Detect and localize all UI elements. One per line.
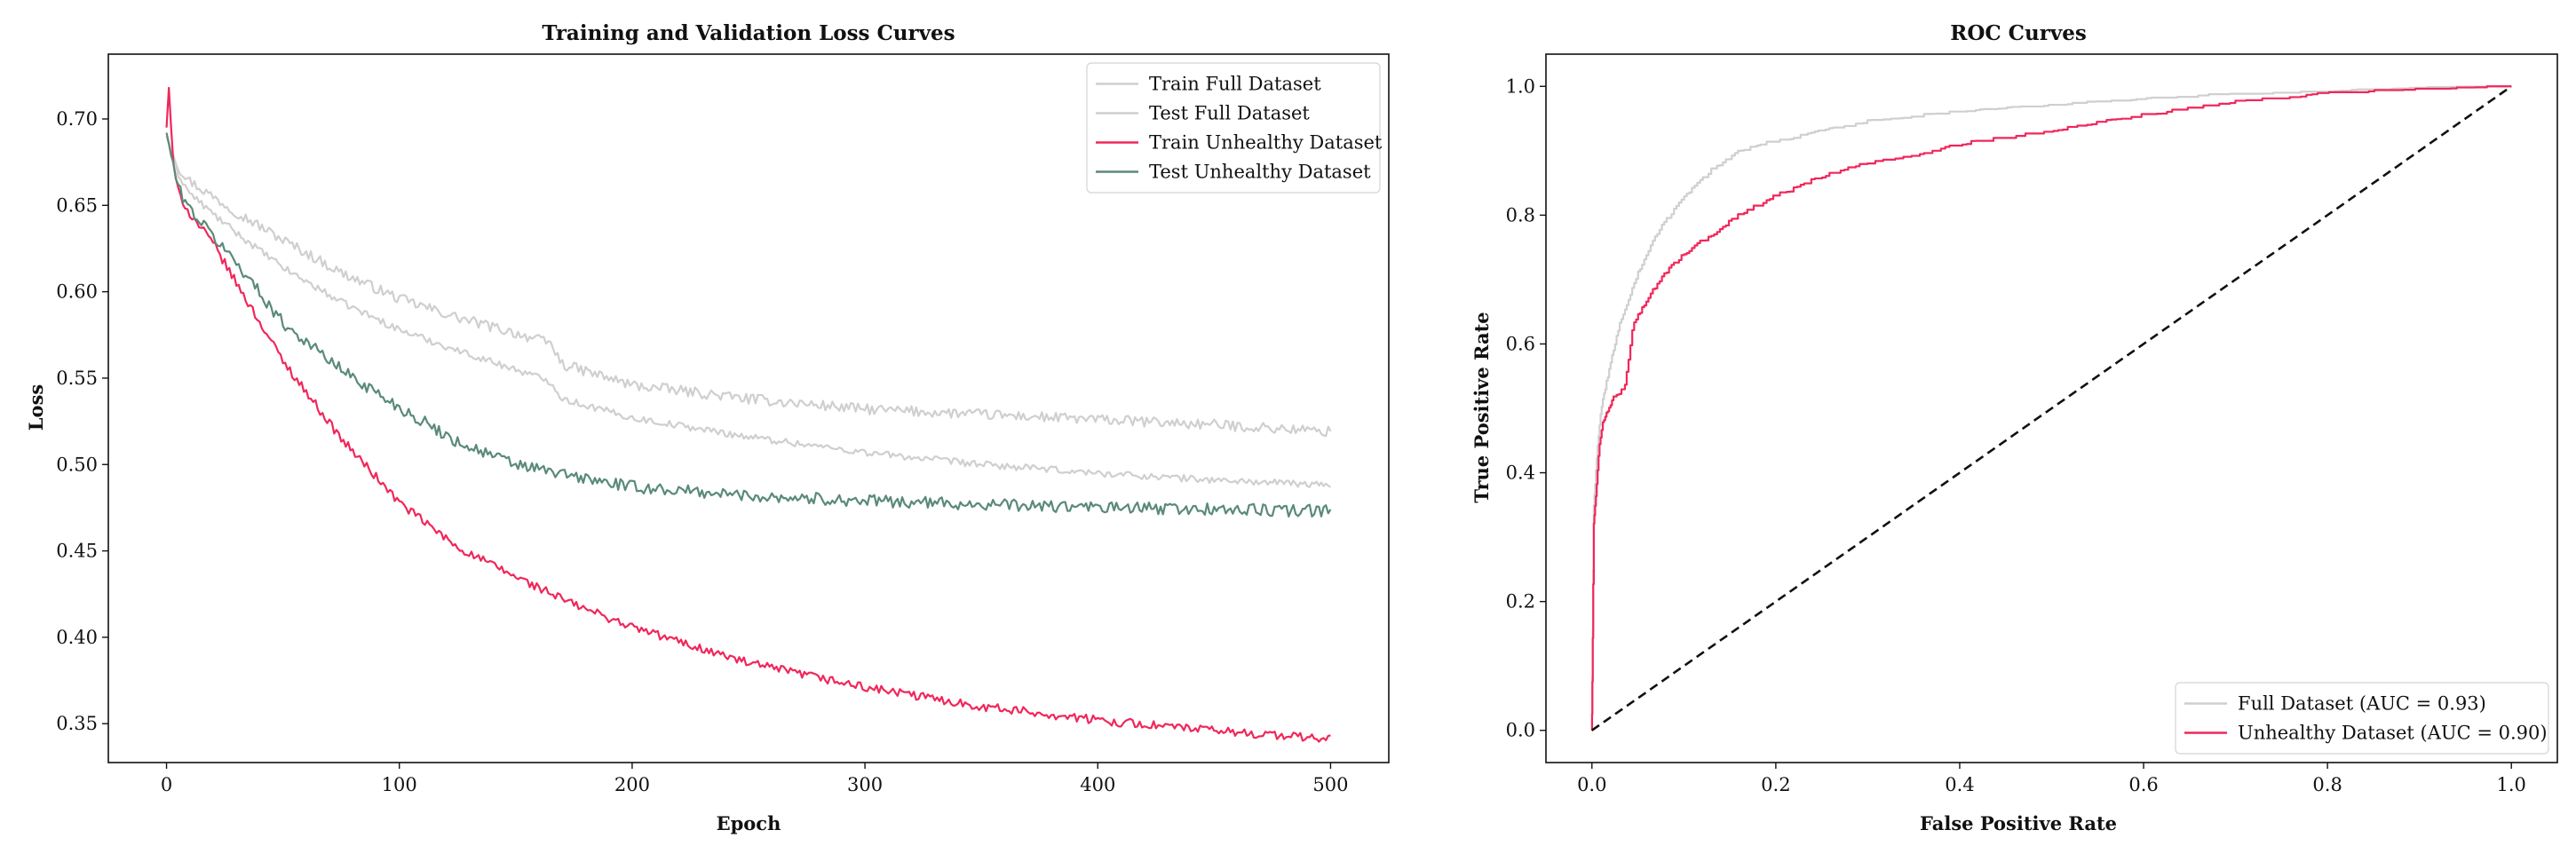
loss-ytick-label: 0.45 [56, 541, 98, 562]
loss-chart: Training and Validation Loss Curves Epoc… [25, 21, 1390, 834]
loss-chart-frame [107, 53, 1390, 763]
roc-legend-box [2175, 682, 2549, 755]
loss-xtick-label: 200 [614, 774, 650, 795]
roc-xtick-label: 0.6 [2128, 774, 2158, 795]
loss-chart-legend: Train Full Dataset Test Full Dataset Train… [1086, 62, 1383, 194]
loss-series-line [165, 132, 1332, 518]
loss-chart-ticks: 0 100 200 300 400 500 0.35 0.40 0.45 0.50 0.55 0.60… [56, 108, 1348, 795]
loss-series-line [165, 86, 1331, 743]
roc-ytick-label: 0.2 [1506, 591, 1535, 613]
loss-chart-xlabel: Epoch [717, 812, 781, 834]
loss-xtick-label: 300 [847, 774, 883, 795]
roc-series-line [1590, 85, 2512, 731]
roc-chart-ticks: 0.0 0.2 0.4 0.6 0.8 1.0 0.0 0.2 0.4 0.6 0.8 1.0 [1506, 75, 2526, 795]
roc-series-line [1591, 85, 2512, 731]
roc-chart-title: ROC Curves [1950, 21, 2087, 45]
loss-ytick-label: 0.35 [56, 713, 98, 734]
loss-series-line [165, 136, 1331, 488]
loss-xtick-label: 0 [161, 774, 172, 795]
loss-chart-series-layer [165, 86, 1332, 743]
roc-xtick-label: 1.0 [2497, 774, 2526, 795]
loss-ytick-label: 0.65 [56, 194, 98, 216]
roc-chart-series-layer [1590, 85, 2512, 731]
loss-ytick-label: 0.50 [56, 454, 98, 475]
loss-chart-title: Training and Validation Loss Curves [542, 21, 955, 45]
loss-legend-box [1086, 62, 1381, 194]
loss-legend-label: Test Unhealthy Dataset [1149, 162, 1371, 183]
loss-ytick-label: 0.40 [56, 627, 98, 648]
roc-xtick-label: 0.2 [1761, 774, 1790, 795]
loss-series-line [165, 136, 1332, 438]
roc-ytick-label: 0.4 [1506, 463, 1535, 484]
roc-chart-xlabel: False Positive Rate [1920, 812, 2117, 834]
roc-ytick-label: 0.8 [1506, 204, 1535, 225]
roc-xtick-label: 0.8 [2312, 774, 2342, 795]
loss-ytick-label: 0.70 [56, 108, 98, 130]
loss-legend-label: Test Full Dataset [1149, 103, 1310, 124]
loss-xtick-label: 500 [1312, 774, 1348, 795]
roc-chart-frame [1545, 53, 2558, 763]
loss-xtick-label: 400 [1080, 774, 1115, 795]
roc-chart: ROC Curves False Positive Rate True Posi… [1470, 21, 2558, 834]
roc-legend-label: Full Dataset (AUC = 0.93) [2238, 693, 2486, 715]
loss-xtick-label: 100 [382, 774, 417, 795]
roc-series-line [1590, 85, 2512, 731]
loss-ytick-label: 0.60 [56, 281, 98, 303]
roc-chart-ylabel: True Positive Rate [1470, 312, 1493, 502]
loss-legend-label: Train Unhealthy Dataset [1149, 132, 1383, 154]
loss-legend-label: Train Full Dataset [1149, 74, 1321, 95]
roc-legend-label: Unhealthy Dataset (AUC = 0.90) [2238, 723, 2548, 744]
roc-ytick-label: 1.0 [1506, 75, 1535, 97]
loss-ytick-label: 0.55 [56, 368, 98, 389]
roc-xtick-label: 0.4 [1945, 774, 1974, 795]
loss-chart-ylabel: Loss [25, 384, 47, 431]
roc-xtick-label: 0.0 [1577, 774, 1606, 795]
roc-ytick-label: 0.0 [1506, 720, 1535, 741]
roc-ytick-label: 0.6 [1506, 333, 1535, 354]
roc-chart-legend: Full Dataset (AUC = 0.93) Unhealthy Datas… [2175, 682, 2549, 755]
